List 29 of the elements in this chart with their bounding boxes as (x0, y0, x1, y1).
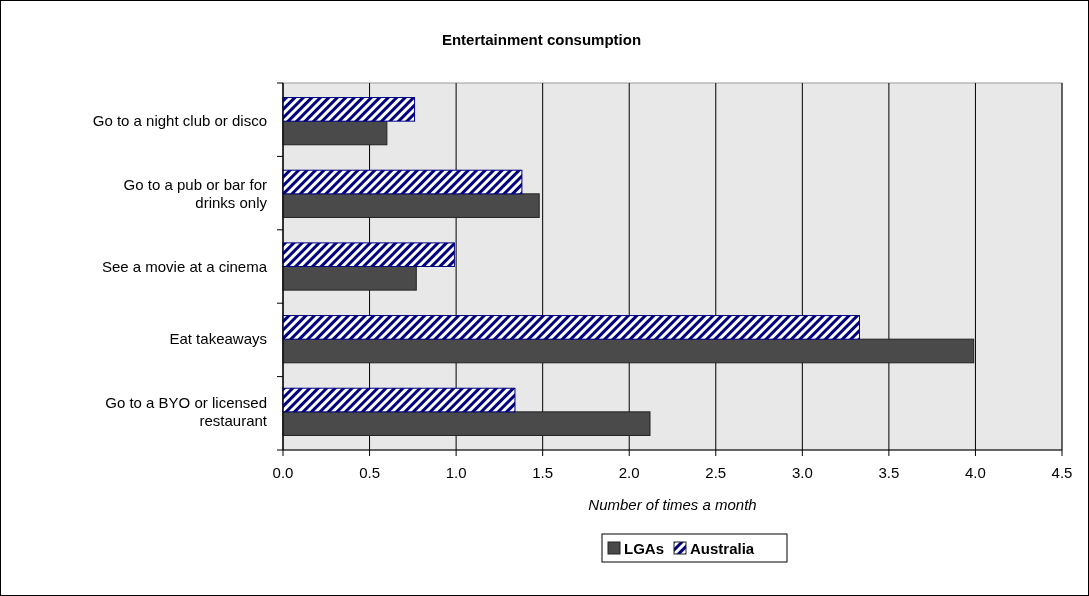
legend-label: LGAs (624, 540, 665, 557)
bar (282, 315, 860, 340)
x-tick-label: 4.5 (1051, 464, 1073, 481)
bar (282, 242, 455, 267)
x-axis-title: Number of times a month (588, 496, 757, 513)
x-tick-label: 0.5 (359, 464, 380, 481)
x-tick-label: 4.0 (965, 464, 986, 481)
bar (282, 338, 975, 364)
bar (282, 387, 516, 413)
x-tick-label: 1.5 (532, 464, 554, 481)
bar (282, 193, 540, 218)
y-tick-label: Go to a night club or disco (92, 112, 267, 130)
x-tick-label: 3.5 (878, 464, 900, 481)
x-tick-label: 2.0 (618, 464, 640, 481)
x-tick-label: 2.5 (705, 464, 727, 481)
legend-label: Australia (690, 540, 755, 557)
y-tick-label: Go to a pub or bar for drinks only (123, 175, 268, 211)
y-tick-label: See a movie at a cinema (101, 257, 268, 275)
bar (282, 266, 417, 291)
y-tick-label: Eat takeaways (169, 330, 267, 348)
x-tick-label: 3.0 (791, 464, 813, 481)
x-tick-label: 0.0 (272, 464, 294, 481)
x-tick-label: 1.0 (445, 464, 467, 481)
y-tick-label: Go to a BYO or licensed restaurant (105, 393, 268, 429)
bar (282, 97, 416, 122)
chart-title: Entertainment consumption (441, 31, 642, 48)
bar (282, 169, 523, 195)
bar (282, 120, 388, 146)
bar (282, 411, 651, 436)
